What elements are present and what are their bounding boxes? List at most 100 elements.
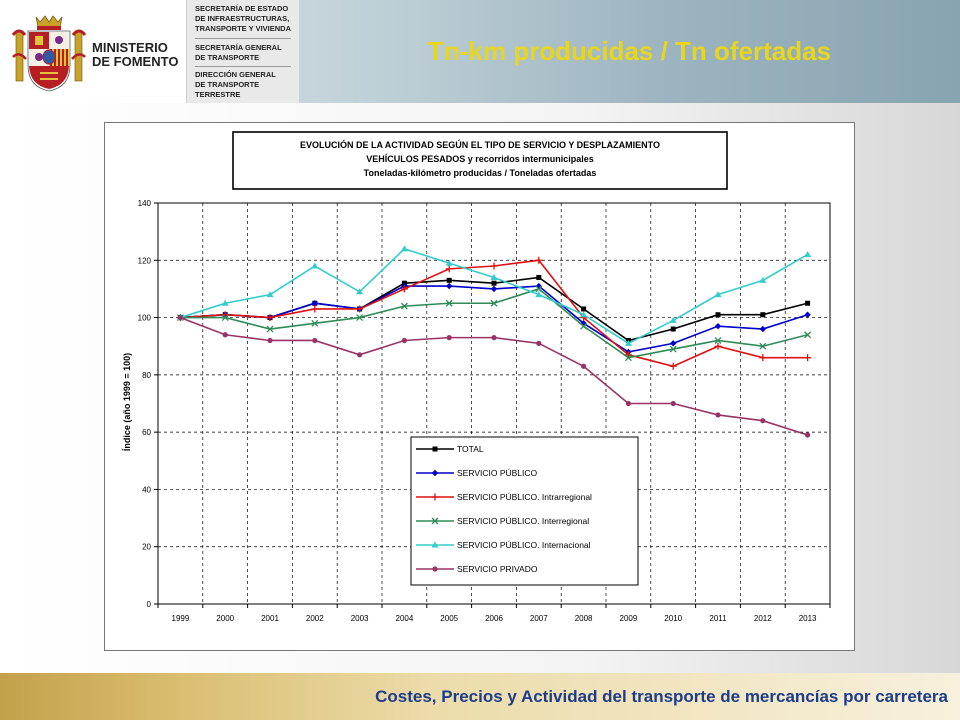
header-band: MINISTERIO DE FOMENTO SECRETARÍA DE ESTA… (0, 0, 960, 103)
legend-entry: SERVICIO PÚBLICO (416, 468, 538, 478)
secretariat-state-text: SECRETARÍA DE ESTADO DE INFRAESTRUCTURAS… (195, 4, 291, 33)
data-point (804, 354, 812, 362)
chart-title-line1: EVOLUCIÓN DE LA ACTIVIDAD SEGÚN EL TIPO … (300, 139, 660, 150)
data-point (490, 285, 498, 293)
x-tick-label: 2000 (216, 614, 234, 623)
y-tick-label: 40 (142, 485, 151, 494)
y-axis-label: Índice (año 1999 = 100) (122, 353, 132, 451)
logo-block: MINISTERIO DE FOMENTO SECRETARÍA DE ESTA… (0, 0, 299, 103)
data-point (536, 274, 542, 280)
data-point (445, 265, 453, 273)
data-point (760, 418, 766, 424)
x-tick-label: 2013 (799, 614, 817, 623)
legend-label: TOTAL (457, 444, 484, 454)
y-tick-label: 140 (138, 199, 152, 208)
y-tick-label: 120 (138, 256, 152, 265)
secretariat-divider (195, 38, 291, 39)
x-tick-label: 2011 (709, 614, 727, 623)
secretariat-divider (195, 66, 291, 67)
data-point (221, 299, 229, 306)
x-tick-label: 2005 (440, 614, 458, 623)
y-tick-label: 20 (142, 543, 151, 552)
data-point (491, 280, 497, 286)
legend-label: SERVICIO PRIVADO (457, 564, 538, 574)
data-point (222, 332, 228, 338)
data-point (445, 299, 453, 307)
data-point (356, 314, 364, 322)
data-point (356, 288, 364, 295)
y-tick-label: 60 (142, 428, 151, 437)
footer-title: Costes, Precios y Actividad del transpor… (375, 687, 948, 706)
data-point (804, 331, 812, 339)
data-point (535, 285, 543, 293)
secretariat-column: SECRETARÍA DE ESTADO DE INFRAESTRUCTURAS… (186, 0, 299, 103)
data-point (670, 326, 676, 332)
legend-marker (432, 566, 438, 572)
chart-title-box (232, 131, 728, 190)
data-point (715, 312, 721, 318)
ministry-name: MINISTERIO DE FOMENTO (92, 41, 186, 69)
data-point (670, 340, 677, 347)
legend-marker (431, 541, 439, 548)
data-point (266, 314, 274, 322)
chart-frame: EVOLUCIÓN DE LA ACTIVIDAD SEGÚN EL TIPO … (104, 122, 855, 651)
data-point (266, 291, 274, 298)
data-point (714, 337, 722, 344)
x-tick-label: 2008 (575, 614, 593, 623)
y-tick-label: 0 (147, 600, 152, 609)
legend-entry: SERVICIO PÚBLICO. Intrarregional (416, 492, 592, 502)
x-tick-label: 2010 (664, 614, 682, 623)
legend-box (410, 436, 639, 586)
data-point (669, 316, 677, 323)
legend-marker (431, 469, 439, 477)
data-point (446, 335, 452, 341)
secretariat-general-text: SECRETARÍA GENERAL DE TRANSPORTE (195, 43, 282, 62)
data-point (490, 299, 498, 307)
data-point (311, 262, 319, 269)
legend-label: SERVICIO PÚBLICO. Internacional (457, 540, 591, 550)
data-point (400, 245, 408, 252)
data-point (357, 352, 363, 358)
x-tick-label: 2006 (485, 614, 503, 623)
data-point (491, 335, 497, 341)
data-point (759, 325, 766, 333)
legend-entry: SERVICIO PÚBLICO. Internacional (416, 540, 591, 550)
data-point (805, 432, 811, 438)
chart: EVOLUCIÓN DE LA ACTIVIDAD SEGÚN EL TIPO … (122, 131, 831, 623)
data-point (804, 251, 812, 258)
data-point (669, 345, 677, 353)
data-point (624, 339, 632, 346)
x-tick-label: 2001 (261, 614, 279, 623)
legend-entry: SERVICIO PÚBLICO. Interregional (416, 516, 589, 526)
legend-label: SERVICIO PÚBLICO. Intrarregional (457, 492, 592, 502)
data-point (535, 291, 543, 298)
legend-marker (431, 517, 439, 525)
data-point (714, 322, 722, 330)
data-point (446, 282, 453, 290)
x-tick-label: 2003 (351, 614, 369, 623)
legend-label: SERVICIO PÚBLICO. Interregional (457, 516, 589, 526)
data-point (669, 362, 677, 370)
data-point (535, 256, 543, 264)
data-point (625, 400, 632, 407)
x-tick-label: 2004 (396, 614, 414, 623)
y-tick-label: 100 (138, 314, 152, 323)
series-5 (176, 245, 812, 346)
data-point (759, 342, 767, 350)
x-tick-label: 2002 (306, 614, 324, 623)
x-tick-label: 2009 (620, 614, 638, 623)
data-point (311, 305, 319, 313)
data-point (445, 259, 453, 266)
data-point (221, 314, 229, 322)
x-tick-label: 2012 (754, 614, 772, 623)
data-point (581, 306, 587, 312)
data-point (490, 273, 498, 280)
data-point (312, 337, 318, 344)
data-point (356, 305, 364, 313)
data-point (670, 400, 676, 407)
coat-of-arms-logo (11, 15, 87, 92)
data-point (311, 300, 318, 307)
ministry-name-line2: DE FOMENTO (92, 54, 179, 69)
legend-marker (431, 493, 439, 501)
data-point (759, 276, 767, 283)
